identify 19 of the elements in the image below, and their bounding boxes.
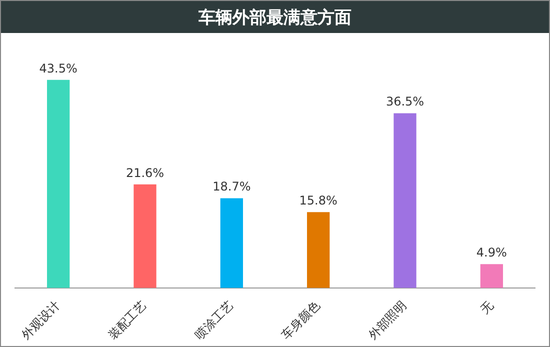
data-label: 43.5% <box>39 61 78 76</box>
data-label: 21.6% <box>126 166 164 180</box>
data-label: 4.9% <box>476 246 507 260</box>
bar <box>480 264 503 288</box>
data-label: 18.7% <box>212 180 251 194</box>
x-tick-label: 外部照明 <box>365 298 410 342</box>
data-label: 15.8% <box>299 194 338 208</box>
bar <box>134 184 156 288</box>
x-tick-label: 无 <box>478 298 496 317</box>
x-tick-label: 喷涂工艺 <box>192 298 236 342</box>
bar <box>394 113 416 288</box>
x-tick-label: 装配工艺 <box>105 298 150 342</box>
bar <box>307 212 330 288</box>
data-label: 36.5% <box>386 94 424 109</box>
bar <box>220 198 243 288</box>
x-tick-label: 外观设计 <box>18 298 63 342</box>
x-tick-label: 车身颜色 <box>278 298 323 342</box>
bar <box>47 80 70 288</box>
chart-title: 车辆外部最满意方面 <box>198 6 352 28</box>
